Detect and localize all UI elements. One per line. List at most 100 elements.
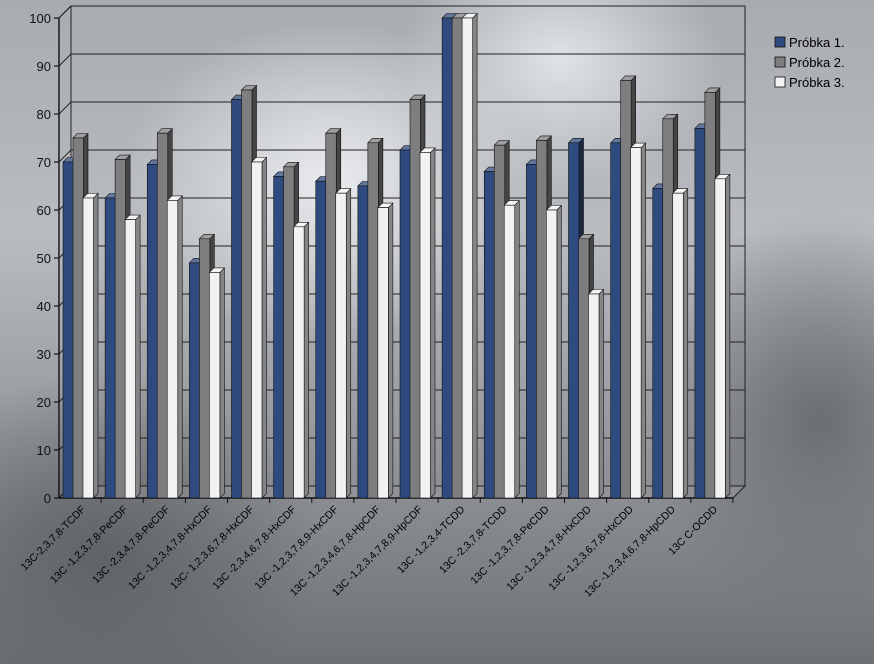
bar-front	[451, 17, 463, 499]
legend-item: Próbka 1.	[774, 35, 845, 50]
bar	[587, 288, 605, 499]
bar-front	[273, 176, 285, 499]
legend-label: Próbka 3.	[789, 75, 845, 90]
bar-front	[714, 178, 726, 499]
legend-label: Próbka 1.	[789, 35, 845, 50]
bar	[419, 147, 436, 499]
bar-front	[568, 142, 580, 499]
bar-front	[357, 185, 369, 499]
x-tick-label: 13C -2,3,4,6,7,8-HxCDF	[210, 504, 299, 593]
bar	[166, 195, 183, 499]
y-tick-labels: 0 10 20 30 40 50 60 70 80 90 100	[29, 11, 51, 506]
y-tick-label: 10	[37, 443, 51, 458]
bar-front	[672, 192, 684, 499]
bar	[503, 199, 520, 499]
bar-side	[135, 214, 141, 499]
bar	[672, 187, 689, 499]
bar-front	[704, 92, 716, 499]
bar-front	[461, 17, 473, 499]
x-tick-label: 13C- 1,2,3,6,7,8-HxCDF	[168, 504, 257, 593]
y-tick-label: 90	[37, 59, 51, 74]
x-tick-label: 13C -1,2,3,4,7,8-HxCDD	[504, 503, 594, 593]
x-tick-label: 13C -1,2,3,7,8-PeCDD	[468, 503, 551, 586]
bar-front	[399, 149, 411, 499]
bar-front	[325, 132, 337, 499]
x-tick-label: 13C -1,2,3,7,8,9-HxCDF	[252, 504, 341, 593]
legend-item: Próbka 3.	[774, 75, 845, 90]
bar-front	[62, 161, 74, 499]
bar-side	[556, 204, 562, 499]
bar-side	[177, 195, 183, 499]
bar	[208, 267, 226, 499]
gridline-side	[58, 101, 72, 115]
bar-front	[104, 197, 116, 499]
bar	[124, 214, 141, 499]
bar-front	[493, 144, 506, 499]
x-tick-label: 13C -1,2,3,6,7,8-HxCDD	[546, 503, 636, 593]
bar	[82, 192, 99, 499]
y-tick-label: 0	[44, 491, 51, 506]
bar-side	[388, 202, 394, 499]
bar-side	[640, 142, 646, 499]
bar-side	[514, 199, 520, 499]
bar-front	[377, 207, 389, 499]
y-tick-label: 20	[37, 395, 51, 410]
bar-front	[315, 180, 327, 499]
bar-front	[146, 164, 159, 499]
bar-side	[261, 156, 267, 499]
bar-front	[419, 152, 431, 499]
x-tick-label: 13C -2,3,4,7,8-PeCDF	[90, 504, 172, 586]
bar-front	[367, 142, 379, 499]
bar-front	[409, 99, 421, 499]
bar-front	[536, 140, 548, 499]
y-tick-label: 40	[37, 299, 51, 314]
bar-side	[345, 187, 352, 499]
bar-front	[483, 171, 496, 499]
y-tick-label: 100	[29, 11, 51, 26]
bar-front	[630, 147, 642, 499]
x-tick-label: 13C -1,2,3,7,8-PeCDF	[48, 504, 130, 586]
bar-side	[725, 173, 731, 499]
legend-swatch	[774, 36, 786, 48]
bar-front	[199, 238, 211, 499]
gridline-side	[58, 149, 72, 163]
bar-front	[652, 188, 664, 499]
y-tick-label: 60	[37, 203, 51, 218]
bar-front	[283, 166, 295, 499]
legend-swatch	[774, 56, 786, 68]
bar-front	[82, 197, 94, 499]
bar-front	[72, 137, 84, 499]
bar-front	[662, 118, 674, 499]
y-tick-label: 70	[37, 155, 51, 170]
bar-side	[93, 192, 99, 499]
legend: Próbka 1. Próbka 2. Próbka 3.	[774, 35, 845, 90]
y-tick-label: 50	[37, 251, 51, 266]
bar-side	[219, 267, 225, 499]
y-tick-label: 80	[37, 107, 51, 122]
bar-side	[472, 12, 478, 499]
bar-front	[231, 99, 243, 499]
bar	[377, 202, 394, 499]
bar-front	[335, 192, 347, 499]
bar-front	[189, 262, 201, 499]
bar	[292, 221, 310, 499]
bar-front	[209, 272, 221, 499]
bar-front	[610, 142, 622, 499]
bar-front	[694, 128, 706, 499]
bar-front	[578, 238, 590, 499]
x-tick-label: 13C -1,2,3,4,7,8-HxCDF	[126, 504, 215, 593]
bar	[335, 187, 352, 499]
bar	[714, 173, 731, 499]
bar-front	[503, 204, 516, 499]
bar-front	[114, 159, 126, 499]
bar-front	[156, 132, 169, 499]
legend-label: Próbka 2.	[789, 55, 845, 70]
bar-front	[546, 209, 558, 499]
bar-side	[682, 187, 689, 499]
bar	[250, 156, 268, 499]
legend-item: Próbka 2.	[774, 55, 845, 70]
bar-front	[124, 219, 136, 499]
side-wall-top	[58, 5, 72, 19]
